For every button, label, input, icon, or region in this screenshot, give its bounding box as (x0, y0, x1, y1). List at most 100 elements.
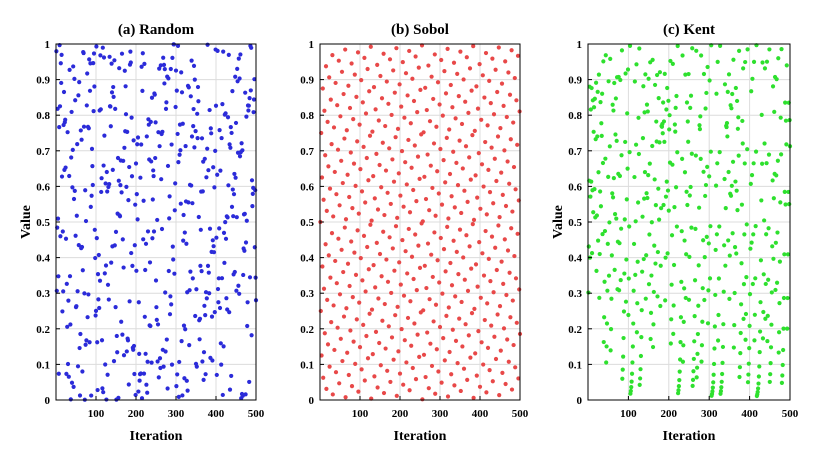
scatter-point (777, 259, 783, 264)
scatter-point (332, 347, 337, 353)
scatter-point (136, 389, 141, 394)
scatter-point (347, 283, 352, 289)
scatter-point (452, 383, 457, 388)
x-tick-label: 100 (352, 408, 369, 420)
scatter-point (623, 299, 629, 304)
scatter-point (401, 293, 407, 298)
scatter-point (198, 263, 203, 268)
scatter-point (430, 274, 435, 280)
scatter-point (339, 158, 344, 163)
scatter-point (167, 194, 172, 199)
scatter-point (471, 217, 477, 223)
scatter-point (492, 334, 497, 339)
scatter-point (710, 385, 715, 390)
scatter-point (507, 92, 513, 97)
scatter-point (779, 152, 784, 157)
scatter-point (235, 66, 240, 72)
scatter-point (342, 225, 347, 230)
scatter-point (218, 168, 223, 173)
scatter-point (179, 70, 184, 75)
scatter-point (480, 251, 485, 256)
scatter-point (407, 48, 412, 54)
scatter-point (667, 127, 672, 132)
scatter-point (682, 238, 687, 243)
scatter-point (707, 78, 712, 83)
scatter-point (501, 103, 506, 108)
scatter-point (411, 276, 416, 282)
scatter-point (233, 175, 238, 180)
scatter-point (352, 250, 357, 255)
scatter-point (651, 289, 656, 295)
scatter-point (641, 256, 646, 262)
y-tick-label: 0 (577, 395, 583, 407)
scatter-point (148, 323, 153, 329)
scatter-point (657, 217, 662, 222)
scatter-point (331, 125, 337, 130)
scatter-point (648, 336, 653, 342)
scatter-point (760, 60, 765, 65)
scatter-point (387, 146, 392, 151)
scatter-point (144, 382, 149, 387)
y-tick-label: 0.5 (36, 217, 50, 229)
scatter-point (426, 63, 431, 68)
scatter-point (452, 205, 457, 210)
scatter-point (655, 249, 660, 255)
scatter-point (691, 369, 696, 374)
scatter-point (210, 358, 215, 363)
scatter-point (319, 353, 324, 358)
scatter-point (447, 349, 452, 355)
scatter-point (94, 236, 99, 241)
scatter-point (421, 130, 426, 135)
scatter-point (701, 169, 706, 174)
scatter-point (167, 312, 173, 317)
scatter-point (144, 134, 149, 139)
scatter-point (207, 226, 213, 231)
scatter-point (626, 312, 631, 318)
scatter-point (198, 227, 203, 232)
scatter-point (614, 138, 619, 143)
scatter-point (69, 155, 74, 160)
scatter-point (331, 303, 336, 308)
y-tick-label: 0.2 (568, 324, 582, 336)
scatter-point (638, 353, 644, 359)
scatter-point (747, 323, 752, 328)
scatter-point (696, 303, 701, 308)
scatter-point (466, 110, 471, 115)
scatter-point (680, 156, 685, 161)
scatter-point (94, 44, 99, 49)
scatter-point (621, 309, 627, 314)
scatter-point (243, 392, 248, 397)
scatter-point (768, 372, 773, 377)
scatter-point (642, 110, 647, 115)
scatter-point (640, 269, 645, 274)
scatter-point (169, 142, 174, 147)
scatter-point (681, 343, 686, 348)
scatter-point (638, 367, 643, 372)
scatter-point (776, 56, 781, 61)
scatter-point (778, 200, 783, 205)
y-tick-label: 0.1 (568, 359, 582, 371)
scatter-point (693, 226, 698, 231)
scatter-point (150, 197, 155, 202)
scatter-point (330, 53, 335, 58)
scatter-point (395, 215, 400, 220)
scatter-point (663, 194, 669, 199)
y-tick-label: 0.3 (36, 288, 50, 300)
scatter-point (479, 162, 485, 167)
scatter-point (90, 164, 95, 169)
scatter-point (659, 206, 664, 211)
scatter-point (60, 229, 65, 234)
scatter-point (205, 263, 211, 268)
scatter-point (63, 165, 68, 170)
scatter-point (151, 168, 156, 173)
scatter-point (415, 332, 420, 337)
scatter-point (488, 101, 493, 106)
scatter-point (661, 119, 667, 124)
scatter-point (760, 336, 766, 341)
scatter-point (638, 376, 643, 381)
scatter-point (768, 345, 774, 350)
scatter-point (722, 176, 727, 182)
scatter-point (464, 55, 469, 60)
x-tick-label: 200 (661, 408, 678, 420)
scatter-point (468, 355, 473, 360)
